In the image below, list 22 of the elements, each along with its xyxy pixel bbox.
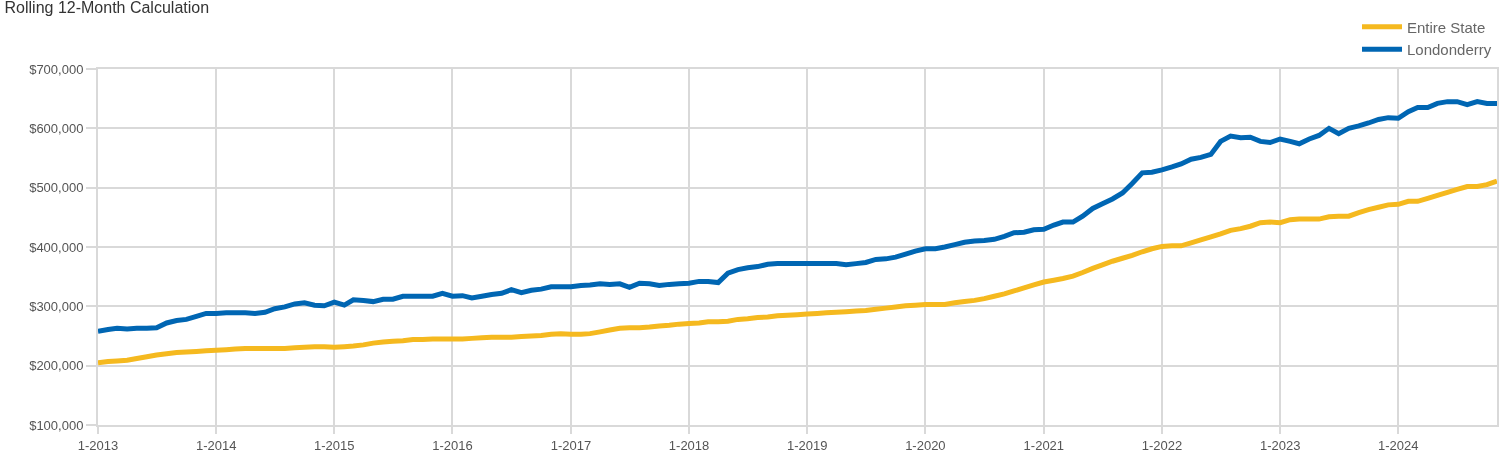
y-tick-label: $400,000 (29, 239, 84, 255)
x-tick-label: 1-2015 (314, 437, 355, 453)
x-tick-label: 1-2020 (905, 437, 946, 453)
x-tick-label: 1-2014 (195, 437, 237, 453)
x-tick-label: 1-2021 (1023, 437, 1065, 453)
y-tick-label: $500,000 (29, 180, 84, 196)
legend-label: Entire State (1407, 18, 1486, 36)
x-tick-label: 1-2022 (1141, 437, 1183, 453)
y-tick-label: $100,000 (29, 417, 84, 433)
x-tick-label: 1-2018 (668, 437, 710, 453)
legend-label: Londonderry (1407, 41, 1492, 59)
y-tick-label: $700,000 (29, 61, 84, 77)
x-tick-label: 1-2017 (550, 437, 592, 453)
x-tick-label: 1-2023 (1259, 437, 1301, 453)
x-tick-label: 1-2019 (786, 437, 828, 453)
x-tick-label: 1-2013 (77, 437, 119, 453)
x-tick-label: 1-2016 (432, 437, 473, 453)
x-tick-label: 1-2024 (1378, 437, 1419, 453)
y-tick-label: $200,000 (29, 358, 84, 374)
y-tick-label: $600,000 (29, 120, 84, 136)
y-tick-label: $300,000 (29, 298, 84, 314)
chart-title: Rolling 12-Month Calculation (4, 0, 210, 17)
